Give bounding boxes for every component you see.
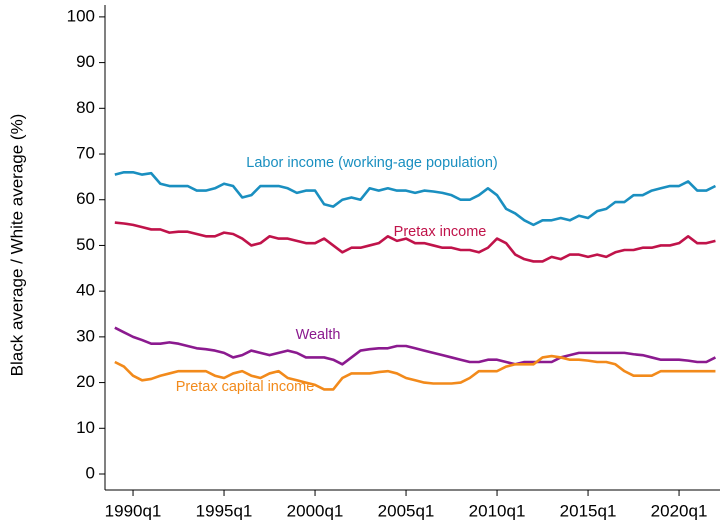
x-tick-label: 2020q1 xyxy=(651,501,708,520)
x-tick-label: 2010q1 xyxy=(469,501,526,520)
series-line xyxy=(114,171,717,227)
y-tick-label: 10 xyxy=(76,418,95,437)
y-tick-label: 100 xyxy=(67,6,95,25)
y-axis-label: Black average / White average (%) xyxy=(7,114,26,377)
y-tick-label: 40 xyxy=(76,281,95,300)
x-tick-label: 2005q1 xyxy=(378,501,435,520)
y-tick-label: 50 xyxy=(76,235,95,254)
x-tick-label: 1990q1 xyxy=(105,501,162,520)
x-tick-label: 2015q1 xyxy=(560,501,617,520)
series-line xyxy=(114,326,717,366)
series-label: Pretax capital income xyxy=(176,379,315,395)
series-label: Pretax income xyxy=(394,224,487,240)
series-label: Wealth xyxy=(296,327,341,343)
series-line xyxy=(114,221,716,263)
y-tick-label: 70 xyxy=(76,144,95,163)
y-tick-label: 90 xyxy=(76,52,95,71)
y-tick-label: 60 xyxy=(76,189,95,208)
y-tick-label: 30 xyxy=(76,326,95,345)
x-tick-label: 2000q1 xyxy=(287,501,344,520)
y-tick-label: 80 xyxy=(76,98,95,117)
y-tick-label: 0 xyxy=(86,463,95,482)
series-label: Labor income (working-age population) xyxy=(246,155,497,171)
series-line xyxy=(114,354,716,391)
x-tick-label: 1995q1 xyxy=(196,501,253,520)
y-tick-label: 20 xyxy=(76,372,95,391)
